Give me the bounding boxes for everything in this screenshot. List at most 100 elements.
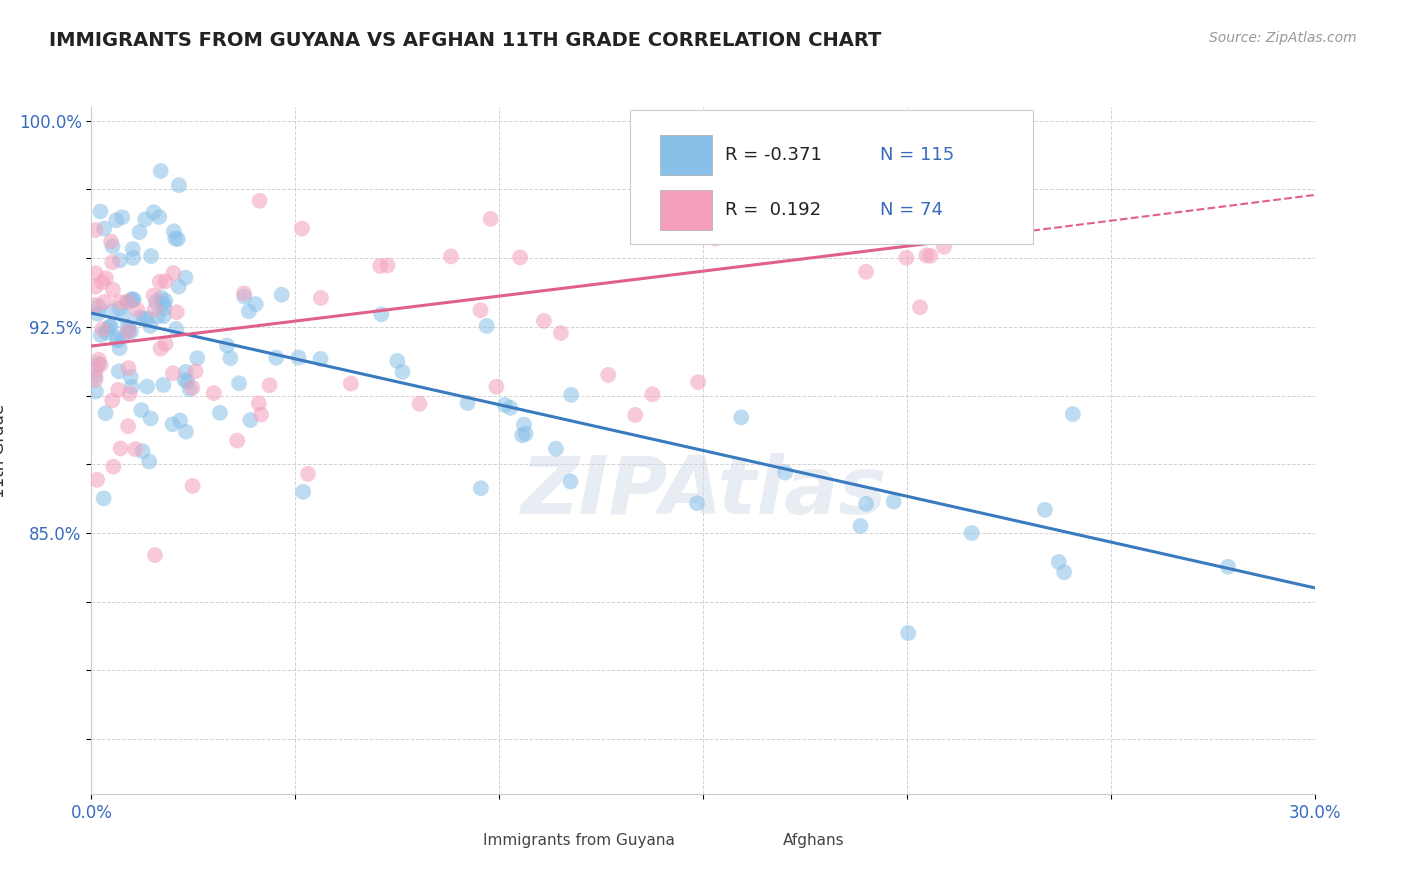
Point <box>932 240 955 254</box>
Point <box>1033 503 1056 517</box>
Point <box>1216 559 1239 574</box>
Point <box>641 387 664 401</box>
Point <box>124 442 146 456</box>
Point <box>184 364 207 378</box>
Point <box>149 275 172 289</box>
Point <box>93 295 115 310</box>
Point <box>131 444 153 458</box>
Point <box>815 144 838 158</box>
FancyBboxPatch shape <box>661 136 711 175</box>
Point <box>103 459 125 474</box>
Point <box>238 304 260 318</box>
Point <box>108 364 131 378</box>
Point <box>101 283 124 297</box>
Point <box>152 378 174 392</box>
Point <box>86 473 108 487</box>
Point <box>163 224 186 238</box>
Point <box>920 249 942 263</box>
Point <box>457 396 479 410</box>
Point <box>155 274 177 288</box>
Text: Source: ZipAtlas.com: Source: ZipAtlas.com <box>1209 31 1357 45</box>
Point <box>169 413 191 427</box>
Point <box>84 266 107 280</box>
Point <box>87 300 110 314</box>
Point <box>128 225 150 239</box>
Point <box>309 351 332 366</box>
Point <box>127 302 149 317</box>
Point <box>408 397 430 411</box>
Point <box>84 369 107 384</box>
Point <box>233 289 256 303</box>
Point <box>228 376 250 391</box>
Point <box>94 271 117 285</box>
Point <box>513 417 536 432</box>
Point <box>101 304 124 318</box>
Point <box>494 398 516 412</box>
Point <box>138 454 160 468</box>
Point <box>688 375 710 389</box>
Point <box>773 466 796 480</box>
Point <box>149 342 172 356</box>
Point <box>167 279 190 293</box>
Point <box>533 314 555 328</box>
Point <box>146 310 169 324</box>
Point <box>153 301 176 315</box>
Point <box>108 253 131 268</box>
Point <box>143 302 166 317</box>
Point <box>292 484 315 499</box>
Text: ZIPAtlas: ZIPAtlas <box>520 452 886 531</box>
Point <box>166 232 188 246</box>
Point <box>87 352 110 367</box>
Point <box>136 379 159 393</box>
FancyBboxPatch shape <box>661 190 711 230</box>
Point <box>855 265 877 279</box>
Point <box>915 248 938 262</box>
Point <box>499 401 522 415</box>
Point <box>162 366 184 380</box>
Point <box>94 406 117 420</box>
Point <box>510 428 533 442</box>
Point <box>270 287 292 301</box>
Point <box>112 310 135 324</box>
Point <box>233 286 256 301</box>
Point <box>142 288 165 302</box>
Point <box>155 293 177 308</box>
Point <box>139 318 162 333</box>
Point <box>84 363 107 377</box>
Point <box>117 294 139 309</box>
Point <box>100 235 122 249</box>
Point <box>122 293 145 307</box>
Point <box>479 211 502 226</box>
Point <box>84 373 107 387</box>
Point <box>883 494 905 508</box>
Point <box>136 311 159 326</box>
Point <box>176 375 198 389</box>
Point <box>165 231 187 245</box>
Point <box>174 270 197 285</box>
Point <box>155 336 177 351</box>
Point <box>173 373 195 387</box>
Text: N = 74: N = 74 <box>880 201 943 219</box>
Point <box>855 497 877 511</box>
Point <box>250 408 273 422</box>
Point <box>84 280 107 294</box>
Point <box>117 361 139 376</box>
Point <box>105 333 128 347</box>
Point <box>391 365 413 379</box>
Point <box>148 210 170 224</box>
Point <box>226 434 249 448</box>
Point <box>475 318 498 333</box>
Point <box>287 351 309 365</box>
Point <box>897 626 920 640</box>
Point <box>370 307 392 321</box>
Point <box>117 325 139 339</box>
Point <box>249 194 271 208</box>
Point <box>107 383 129 397</box>
Point <box>485 380 508 394</box>
Point <box>686 496 709 510</box>
Point <box>550 326 572 340</box>
Point <box>162 266 184 280</box>
Point <box>368 259 391 273</box>
Point <box>107 333 129 347</box>
Point <box>100 319 122 334</box>
